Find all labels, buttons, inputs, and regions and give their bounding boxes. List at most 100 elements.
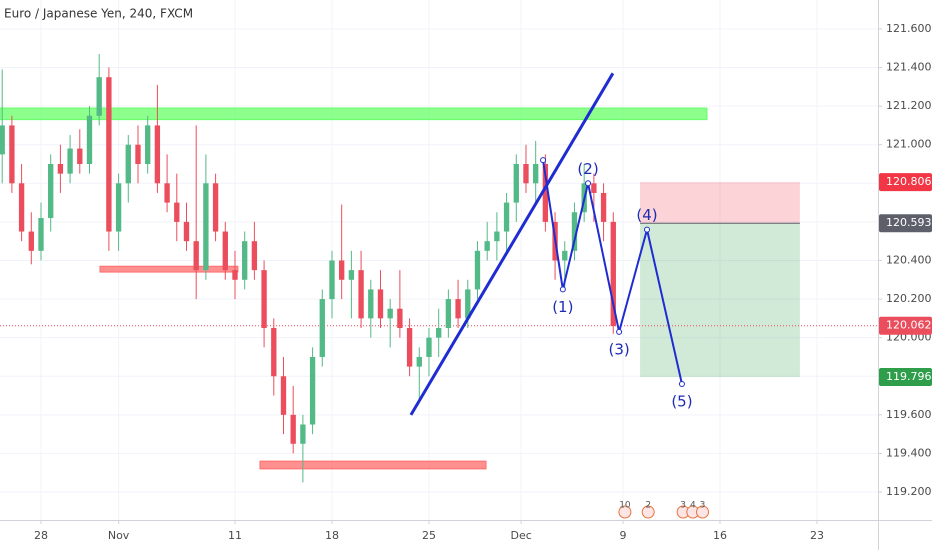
wave-label: (2)	[577, 160, 598, 178]
candle-body	[271, 328, 277, 377]
candle-body	[38, 218, 44, 251]
candle-body	[513, 164, 519, 203]
candle-body	[222, 231, 228, 271]
candle-body	[309, 356, 316, 425]
candle-body	[86, 115, 93, 165]
candle-body	[397, 308, 403, 329]
event-icon	[641, 505, 655, 519]
candle-body	[600, 192, 607, 222]
candle-body	[610, 221, 616, 327]
candle-body	[416, 356, 422, 367]
y-tick-label: 121.600	[886, 22, 932, 35]
candle-body	[494, 231, 500, 242]
stop-zone	[640, 182, 800, 224]
candle-body	[280, 376, 287, 415]
y-tick-label: 119.200	[886, 485, 932, 498]
wave-point	[644, 226, 651, 233]
x-tick-label: 25	[422, 529, 436, 542]
event-icon	[696, 505, 710, 519]
candle-body	[484, 241, 490, 251]
candle-body	[455, 299, 461, 319]
candle-body	[96, 77, 102, 116]
candle-body	[57, 164, 64, 174]
wave-point	[559, 286, 566, 293]
candle-body	[290, 414, 296, 444]
y-tick-label: 120.400	[886, 253, 932, 266]
event-icon	[618, 505, 632, 519]
candle-body	[474, 250, 481, 290]
price-badge	[879, 214, 932, 233]
zone	[99, 265, 239, 273]
candle-body	[203, 183, 209, 271]
candle-body	[591, 183, 597, 193]
candle-body	[115, 183, 122, 232]
x-tick-label: 16	[713, 529, 727, 542]
y-tick-label: 119.400	[886, 446, 932, 459]
event-label: 2	[645, 501, 651, 511]
price-badge-label: 120.593	[886, 216, 932, 229]
candle-body	[251, 241, 258, 271]
candle-body	[125, 144, 131, 184]
candle-body	[67, 148, 73, 174]
trendline	[409, 72, 615, 416]
candle-body	[164, 183, 170, 203]
wave-point	[616, 328, 623, 335]
chart-title: Euro / Japanese Yen, 240, FXCM	[4, 7, 193, 21]
y-tick-label: 121.400	[886, 61, 932, 74]
candle-body	[523, 164, 529, 184]
candle-body	[145, 125, 151, 165]
candle-body	[339, 260, 345, 280]
zone	[259, 460, 487, 470]
event-label: 3	[700, 501, 706, 511]
candle-body	[358, 270, 364, 319]
event-label: 10	[619, 501, 631, 511]
candle-body	[28, 231, 34, 251]
price-badge-label: 119.796	[886, 370, 932, 383]
candle-body	[426, 337, 432, 357]
candle-body	[193, 241, 199, 271]
price-badge	[879, 173, 932, 192]
candle-body	[242, 241, 248, 280]
candle-body	[542, 164, 549, 222]
wave-line	[542, 159, 683, 385]
candle-body	[377, 289, 384, 319]
candle-body	[387, 308, 393, 319]
candle-body	[261, 270, 267, 329]
candle-body	[0, 125, 5, 155]
candle-body	[183, 221, 190, 242]
y-tick-label: 121.200	[886, 99, 932, 112]
zone	[0, 107, 708, 121]
candle-body	[48, 164, 54, 219]
y-tick-label: 119.600	[886, 408, 932, 421]
wave-point	[585, 180, 592, 187]
candle-body	[135, 144, 141, 165]
candle-body	[406, 328, 413, 367]
price-badge	[879, 368, 932, 387]
candle-body	[232, 270, 238, 280]
y-tick-label: 121.000	[886, 138, 932, 151]
candle-body	[348, 270, 355, 280]
candle-body	[77, 148, 83, 165]
x-tick-label: 9	[619, 529, 626, 542]
candle-body	[154, 125, 161, 184]
wave-point	[678, 380, 685, 387]
x-tick-label: 11	[228, 529, 242, 542]
candle-body	[106, 77, 112, 232]
candle-body	[503, 202, 510, 232]
x-tick-label: 23	[810, 529, 824, 542]
candle-body	[319, 299, 325, 357]
event-label: 4	[690, 501, 696, 511]
y-tick-label: 120.200	[886, 292, 932, 305]
wave-label: (3)	[608, 340, 629, 358]
x-tick-label: Dec	[510, 529, 531, 542]
wave-label: (4)	[636, 206, 657, 224]
candle-body	[368, 289, 374, 319]
target-zone	[640, 223, 800, 378]
candle-body	[9, 125, 15, 184]
candle-body	[445, 299, 452, 329]
event-label: 3	[680, 501, 686, 511]
price-badge-label: 120.806	[886, 175, 932, 188]
candle-body	[18, 183, 25, 232]
